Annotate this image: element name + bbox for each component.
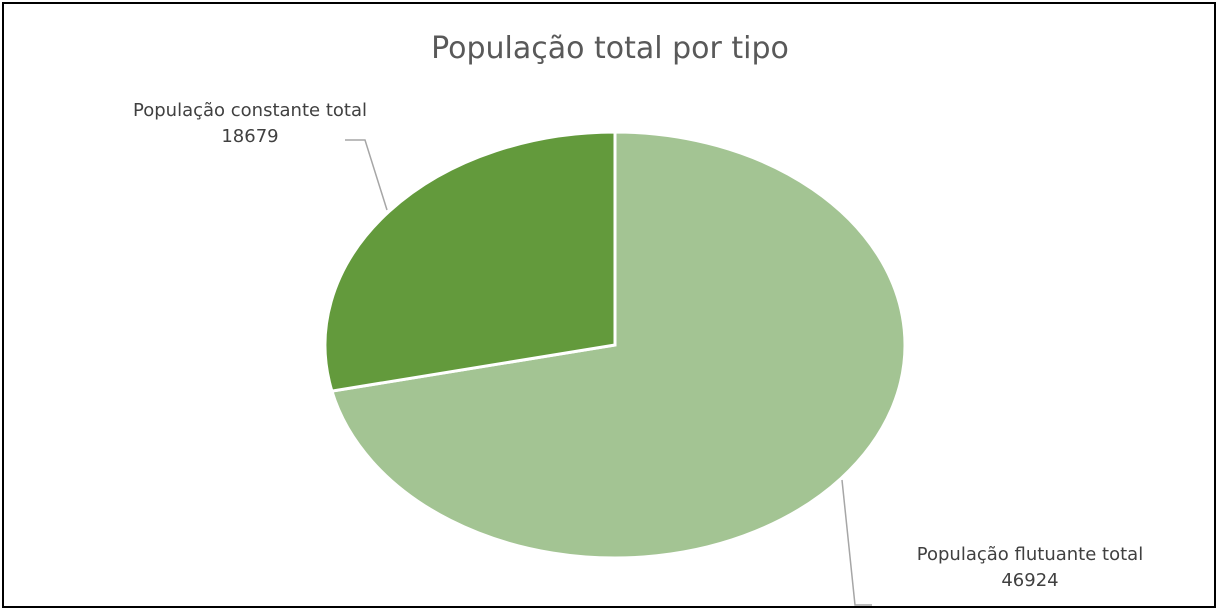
chart-title: População total por tipo <box>431 31 789 66</box>
leader-line <box>841 479 872 606</box>
slice-label: População flutuante total <box>917 544 1143 565</box>
slice-label: População constante total <box>133 100 367 121</box>
pie-slice <box>323 130 617 393</box>
pie-slice <box>329 130 907 560</box>
slice-value-label: 46924 <box>1001 570 1058 591</box>
leader-line <box>345 139 388 211</box>
slice-value-label: 18679 <box>221 126 278 147</box>
pie <box>323 130 907 560</box>
